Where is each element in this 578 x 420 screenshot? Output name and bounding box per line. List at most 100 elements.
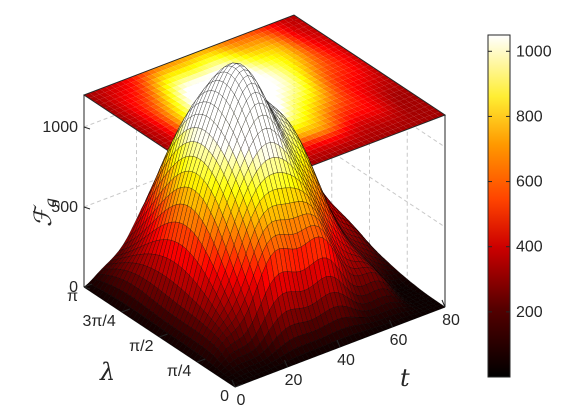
heatmap-cell [245, 52, 257, 58]
heatmap-cell [266, 55, 277, 61]
heatmap-cell [262, 35, 273, 41]
heatmap-cell [325, 132, 336, 138]
heatmap-cell [304, 124, 316, 130]
heatmap-cell [182, 87, 193, 93]
heatmap-cell [246, 41, 257, 47]
heatmap-cell [136, 83, 147, 89]
heatmap-cell [266, 60, 277, 66]
heatmap-cell [388, 97, 400, 103]
heatmap-cell [287, 41, 298, 47]
heatmap-cell [220, 46, 231, 52]
heatmap-cell [335, 144, 346, 150]
heatmap-cell [192, 88, 204, 94]
heatmap-cell [146, 74, 158, 80]
heatmap-cell [314, 141, 325, 147]
y-tick-mark [121, 308, 130, 313]
heatmap-cell [145, 117, 156, 123]
heatmap-cell [403, 113, 414, 119]
heatmap-frame [82, 14, 447, 196]
heatmap-cell [152, 72, 163, 78]
heatmap-cell [345, 135, 357, 141]
heatmap-cell [293, 34, 304, 40]
heatmap-cell [150, 120, 161, 126]
heatmap-cell [135, 94, 146, 100]
heatmap-cell [340, 131, 352, 137]
heatmap-cell [301, 89, 312, 95]
heatmap-cell [419, 112, 430, 118]
heatmap-cell [387, 119, 399, 125]
heatmap-cell [310, 117, 321, 123]
heatmap-cell [318, 56, 329, 62]
heatmap-cell [382, 121, 393, 127]
heatmap-cell [165, 130, 176, 136]
heatmap-cell [393, 111, 404, 117]
heatmap-cell [300, 110, 311, 116]
heatmap-cell [176, 94, 188, 100]
surface-mesh [83, 62, 446, 388]
heatmap-cell [193, 77, 204, 83]
heatmap-cell [300, 99, 312, 105]
heatmap-cell [317, 83, 328, 89]
heatmap-cell [134, 121, 145, 127]
heatmap-cell [271, 47, 283, 53]
heatmap-cell [182, 81, 193, 87]
heatmap-cell [317, 72, 328, 78]
heatmap-cell [289, 114, 301, 120]
heatmap-cell [265, 81, 276, 87]
heatmap-cell [178, 67, 189, 73]
heatmap-cell [154, 134, 165, 140]
heatmap-cell [408, 111, 420, 117]
heatmap-cell [398, 109, 409, 115]
heatmap-cell [361, 134, 372, 140]
heatmap-cell [323, 54, 334, 60]
z-axis-label: ℱg [29, 198, 60, 227]
heatmap-cell [359, 67, 370, 73]
heatmap-cell [251, 50, 262, 56]
heatmap-cell [424, 110, 435, 116]
heatmap-cell [296, 91, 307, 97]
heatmap-cell [214, 59, 225, 65]
heatmap-cell [330, 135, 341, 141]
heatmap-cell [374, 77, 385, 83]
heatmap-cell [149, 131, 160, 137]
heatmap-cell [287, 36, 299, 42]
heatmap-cell [320, 134, 331, 140]
heatmap-cell [255, 75, 266, 81]
heatmap-cell [294, 123, 305, 129]
z-tick-label: 1000 [42, 119, 78, 136]
heatmap-cell [215, 48, 226, 54]
heatmap-cell [246, 36, 257, 42]
heatmap-cell [124, 119, 135, 125]
heatmap-cell [350, 138, 362, 144]
heatmap-cell [308, 28, 320, 34]
heatmap-cell [219, 57, 231, 63]
heatmap-cell [275, 93, 286, 99]
heatmap-cell [256, 53, 267, 59]
y-axis-ticks: 0 π/4 π/2 3π/4π [67, 283, 244, 405]
heatmap-cell [276, 51, 288, 57]
heatmap-cell [286, 68, 297, 74]
heatmap-cell [404, 97, 415, 103]
heatmap-cell [322, 86, 333, 92]
heatmap-cell [286, 79, 297, 85]
heatmap-cell [241, 43, 252, 49]
heatmap-cell [311, 95, 322, 101]
heatmap-cell [300, 105, 311, 111]
heatmap-cell [371, 130, 383, 136]
heatmap-cell [377, 117, 388, 123]
heatmap-cell [150, 99, 162, 105]
heatmap-cell [377, 123, 388, 129]
heatmap-cell [414, 109, 425, 115]
heatmap-cell [167, 66, 179, 72]
heatmap-cell [281, 70, 292, 76]
heatmap-cell [125, 82, 137, 88]
heatmap-cell [150, 104, 162, 110]
heatmap-cell [272, 26, 284, 32]
z-tick-mark [83, 126, 91, 130]
heatmap-cell [183, 60, 194, 66]
heatmap-cell [171, 112, 182, 118]
heatmap-cell [280, 102, 291, 108]
heatmap-cell [326, 105, 337, 111]
heatmap-cell [317, 77, 328, 83]
